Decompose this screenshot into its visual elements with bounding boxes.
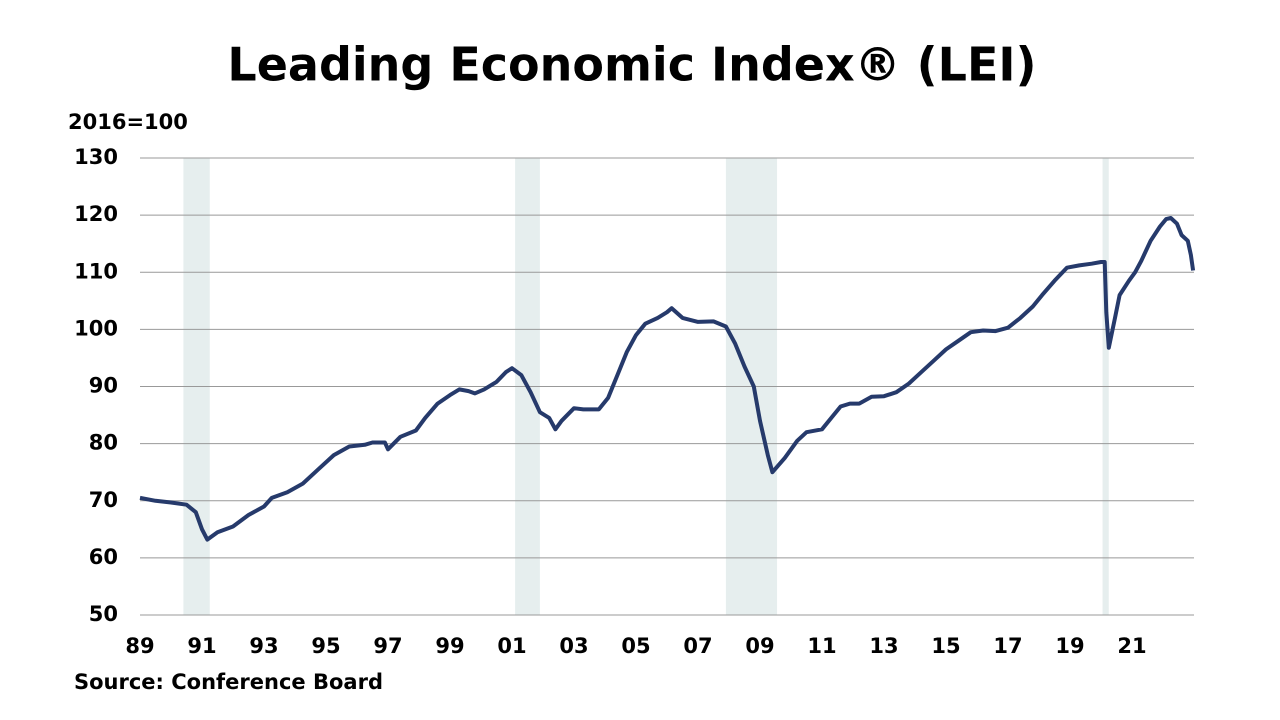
x-tick-label: 11 bbox=[807, 634, 836, 658]
x-tick-label: 09 bbox=[745, 634, 774, 658]
x-tick-label: 01 bbox=[497, 634, 526, 658]
x-tick-label: 19 bbox=[1055, 634, 1084, 658]
y-tick-label: 130 bbox=[74, 145, 118, 169]
y-tick-label: 50 bbox=[89, 602, 118, 626]
x-tick-label: 07 bbox=[683, 634, 712, 658]
y-tick-label: 80 bbox=[89, 431, 118, 455]
y-tick-label: 60 bbox=[89, 545, 118, 569]
x-tick-label: 93 bbox=[249, 634, 278, 658]
y-axis-label: 2016=100 bbox=[68, 110, 188, 134]
y-tick-label: 110 bbox=[74, 259, 118, 283]
data-line bbox=[139, 216, 1196, 542]
x-tick-label: 89 bbox=[125, 634, 154, 658]
x-tick-label: 95 bbox=[311, 634, 340, 658]
chart-title: Leading Economic Index® (LEI) bbox=[227, 38, 1036, 92]
y-tick-label: 90 bbox=[89, 374, 118, 398]
x-tick-label: 17 bbox=[993, 634, 1022, 658]
y-tick-label: 70 bbox=[89, 488, 118, 512]
x-tick-label: 13 bbox=[869, 634, 898, 658]
x-tick-label: 03 bbox=[559, 634, 588, 658]
x-tick-label: 99 bbox=[435, 634, 464, 658]
x-tick-label: 15 bbox=[931, 634, 960, 658]
x-tick-label: 21 bbox=[1117, 634, 1146, 658]
y-tick-label: 100 bbox=[74, 316, 118, 340]
x-tick-label: 97 bbox=[373, 634, 402, 658]
source: Source: Conference Board bbox=[74, 670, 383, 694]
x-tick-label: 91 bbox=[187, 634, 216, 658]
y-tick-label: 120 bbox=[74, 202, 118, 226]
x-tick-label: 05 bbox=[621, 634, 650, 658]
